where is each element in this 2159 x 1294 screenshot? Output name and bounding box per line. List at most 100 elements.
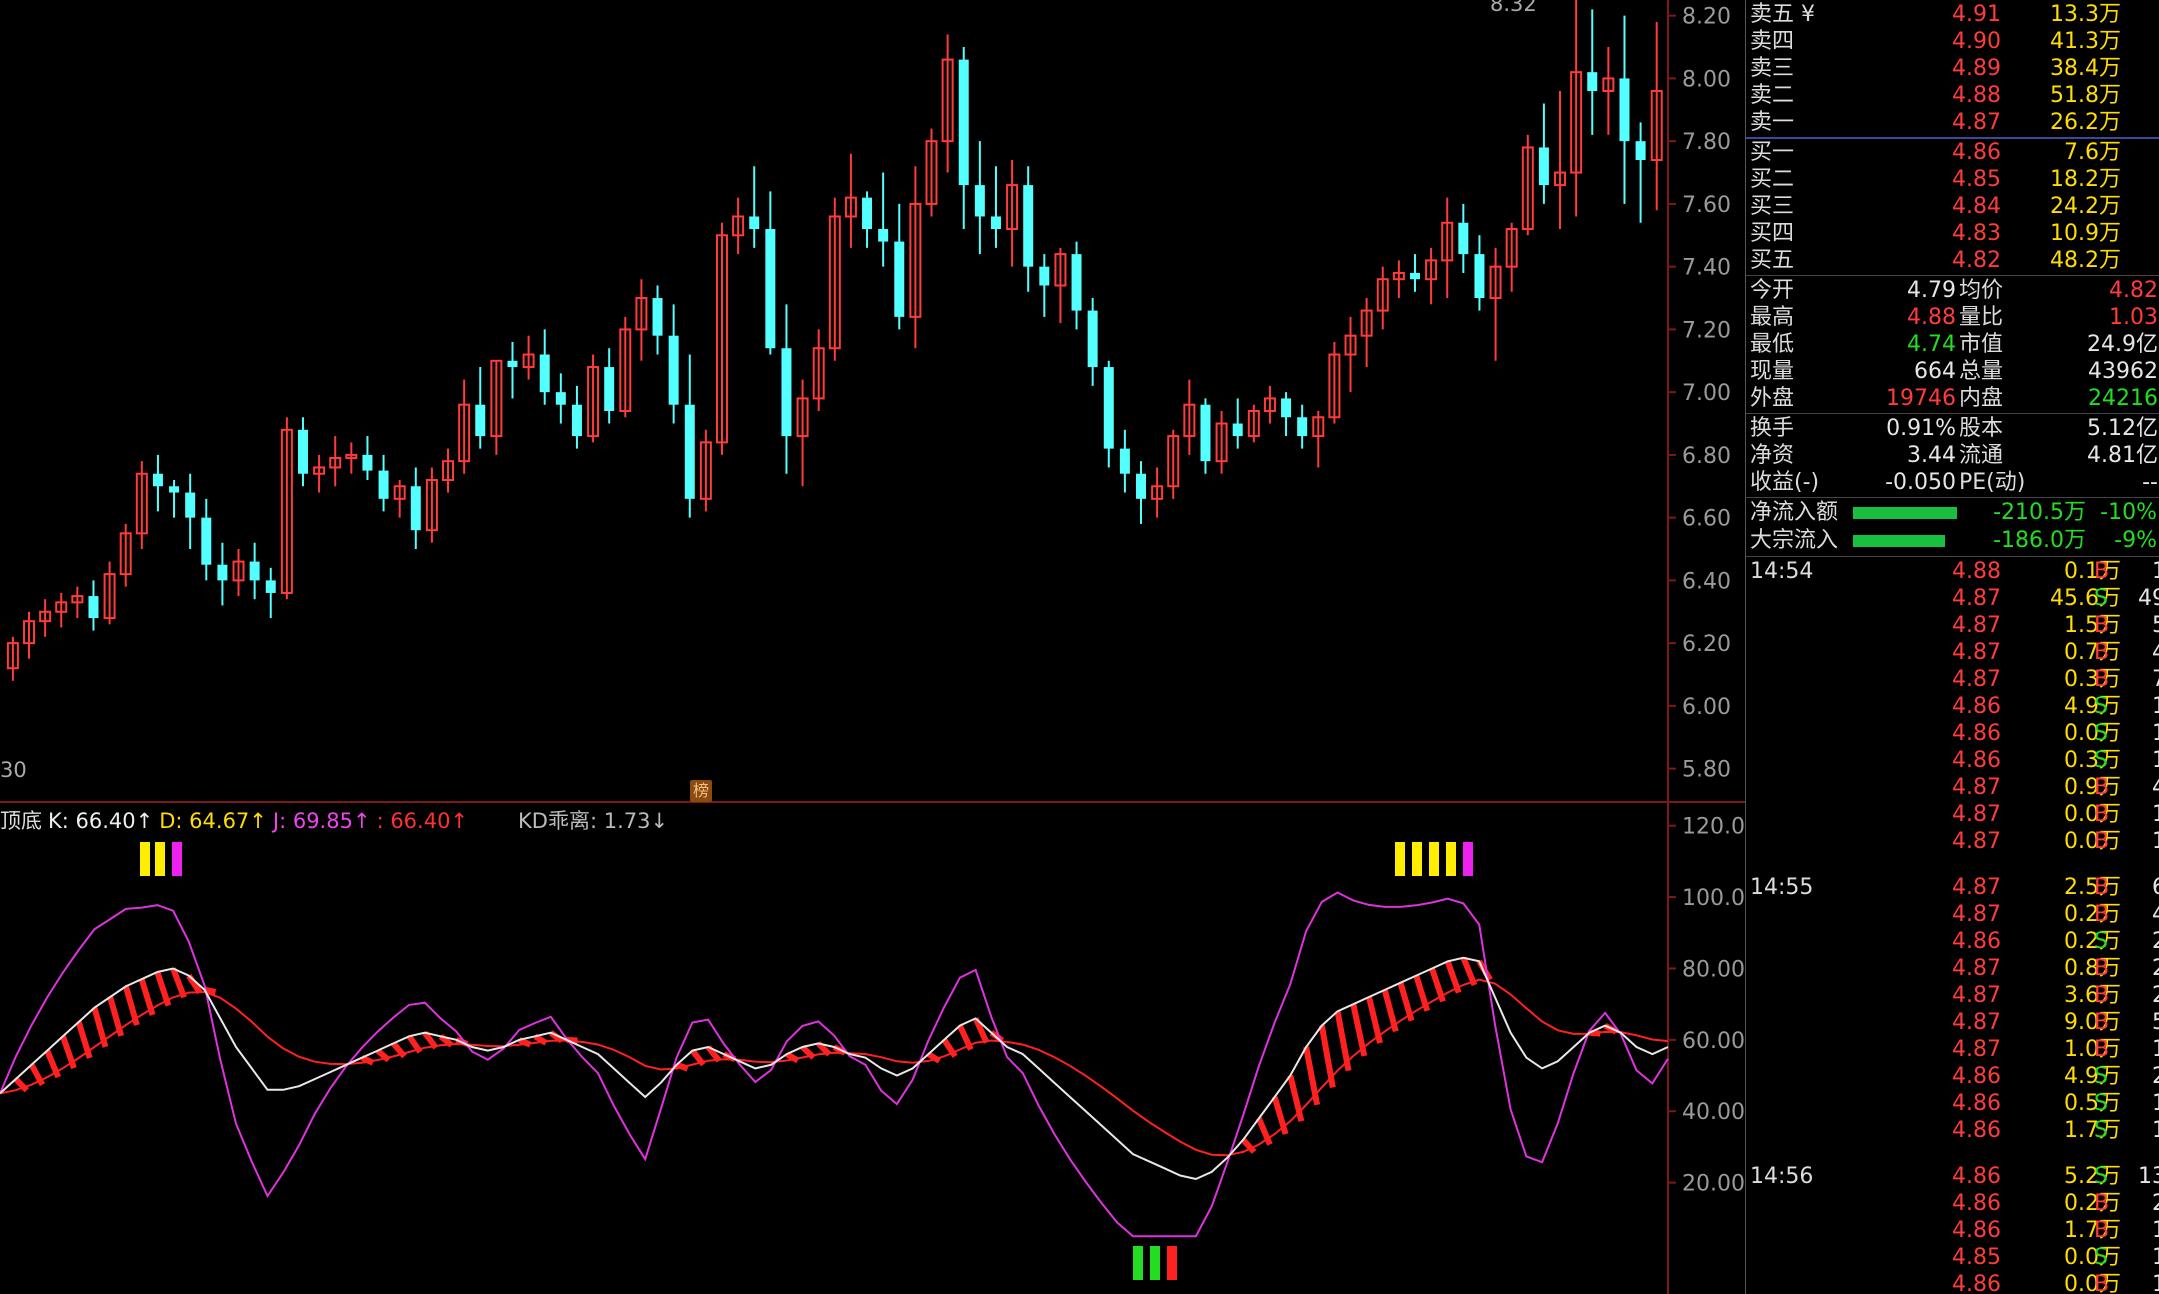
stat-row[interactable]: 最高 4.88 量比 1.03 — [1746, 304, 2159, 331]
kd-bar — [60, 1035, 77, 1070]
tick-row[interactable]: 4.87 0.8万B2 — [1746, 955, 2159, 982]
candle-up — [23, 620, 36, 645]
price-axis-label: 6.00 — [1682, 695, 1731, 720]
tick-side: S — [2094, 586, 2108, 611]
bid-volume: 7.6万 — [2064, 140, 2121, 165]
tick-row[interactable]: 4.87 0.3万B7 — [1746, 666, 2159, 693]
candle-up — [490, 359, 503, 438]
stat-row[interactable]: 收益(-) -0.050 PE(动) -- — [1746, 469, 2159, 496]
candle-up — [1521, 146, 1534, 231]
stat-value: 5.12亿 — [2087, 416, 2158, 441]
signal-marker-bottom — [1133, 1246, 1143, 1280]
flow-percent: -10% — [2100, 500, 2157, 525]
chart-area[interactable]: 8.20 8.00 7.80 7.60 7.40 7.20 7.00 6.80 6.60 6.40… — [0, 0, 1745, 1294]
cell: 买二 — [1750, 167, 1795, 192]
stat-label: 流通 — [1959, 443, 2004, 468]
tick-row[interactable]: 14:56 4.86 5.2万S 13 — [1746, 1163, 2159, 1190]
tick-count: 4 — [2106, 639, 2159, 666]
bid-row[interactable]: 买一 4.86 7.6万 — [1746, 139, 2159, 166]
stat-row[interactable]: 现量 664 总量 43962 — [1746, 358, 2159, 385]
candle-up — [522, 353, 535, 369]
kd-bar — [422, 1030, 439, 1050]
stat-row[interactable]: 换手 0.91% 股本 5.12亿 — [1746, 415, 2159, 442]
stat-row[interactable]: 净资 3.44 流通 4.81亿 — [1746, 442, 2159, 469]
tick-side: S — [2094, 1245, 2108, 1270]
candle-down — [1200, 404, 1211, 462]
candle-up — [828, 215, 841, 350]
kd-bar — [926, 1051, 942, 1064]
tick-row[interactable]: 4.86 0.2万S2 — [1746, 928, 2159, 955]
candle-up — [909, 202, 922, 318]
bid-row[interactable]: 买二 4.85 18.2万 — [1746, 166, 2159, 193]
tick-row[interactable]: 4.86 0.5万S1 — [1746, 1090, 2159, 1117]
bang-badge[interactable]: 榜 — [690, 780, 712, 802]
bid-row[interactable]: 买四 4.83 10.9万 — [1746, 220, 2159, 247]
indicator-extra: : 66.40↑ — [376, 809, 469, 833]
stock-chart[interactable]: 8.20 8.00 7.80 7.60 7.40 7.20 7.00 6.80 6.60 6.40… — [0, 0, 1745, 1294]
tick-row[interactable]: 4.87 3.6万B2 — [1746, 982, 2159, 1009]
tick-volume: 9.0万 — [2064, 1010, 2121, 1035]
candle-up — [941, 58, 954, 143]
bid-volume: 10.9万 — [2050, 221, 2121, 246]
stat-value: 19746 — [1886, 386, 1956, 411]
kd-bar — [1256, 1117, 1273, 1146]
kd-bar — [13, 1076, 29, 1093]
ask-row[interactable]: 卖二 4.88 51.8万 — [1746, 82, 2159, 109]
candle-up — [119, 532, 132, 576]
stat-row[interactable]: 外盘 19746 内盘 24216 — [1746, 385, 2159, 412]
ask-volume: 38.4万 — [2050, 56, 2121, 81]
tick-row[interactable]: 4.87 45.6万S 49 — [1746, 585, 2159, 612]
candle-down — [249, 561, 260, 581]
stat-row[interactable]: 今开 4.79 均价 4.82 — [1746, 277, 2159, 304]
tick-row[interactable]: 4.87 1.5万B5 — [1746, 612, 2159, 639]
ask-volume: 26.2万 — [2050, 110, 2121, 135]
tick-row[interactable]: 4.86 4.9万S2 — [1746, 1063, 2159, 1090]
candle-down — [1619, 78, 1630, 142]
tick-row[interactable]: 4.86 0.3万S1 — [1746, 747, 2159, 774]
tick-row[interactable]: 4.86 0.2万B2 — [1746, 1190, 2159, 1217]
ask-row[interactable]: 卖五 ¥ 4.91 13.3万 — [1746, 1, 2159, 28]
candle-down — [1232, 423, 1243, 437]
candle-down — [571, 404, 582, 437]
tick-side: B — [2094, 559, 2110, 584]
candle-down — [265, 580, 276, 593]
flow-row[interactable]: 大宗流入 -186.0万 -9% — [1746, 527, 2159, 554]
tick-side: B — [2094, 775, 2110, 800]
tick-row[interactable]: 4.87 9.0万B5 — [1746, 1009, 2159, 1036]
stat-value: 3.44 — [1907, 443, 1956, 468]
candle-up — [6, 642, 19, 670]
candle-down — [362, 454, 373, 471]
price-axis-label: 5.80 — [1682, 758, 1731, 783]
tick-row[interactable]: 4.86 0.0万S1 — [1746, 720, 2159, 747]
bid-price: 4.83 — [1952, 221, 2001, 246]
tick-row[interactable]: 14:55 4.87 2.5万B6 — [1746, 874, 2159, 901]
ask-row[interactable]: 卖四 4.90 41.3万 — [1746, 28, 2159, 55]
cell: 买一 — [1750, 140, 1795, 165]
tick-price: 4.85 — [1952, 1245, 2001, 1270]
bid-row[interactable]: 买三 4.84 24.2万 — [1746, 193, 2159, 220]
tick-row[interactable]: 4.86 4.9万S1 — [1746, 693, 2159, 720]
bid-row[interactable]: 买五 4.82 48.2万 — [1746, 247, 2159, 274]
top-price-label: 8.32 — [1490, 0, 1537, 16]
candle-down — [201, 517, 212, 565]
tick-row[interactable]: 14:54 4.88 0.1万B1 — [1746, 558, 2159, 585]
ask-row[interactable]: 卖三 4.89 38.4万 — [1746, 55, 2159, 82]
tick-row[interactable]: 4.86 1.7万B1 — [1746, 1217, 2159, 1244]
ask-row[interactable]: 卖一 4.87 26.2万 — [1746, 109, 2159, 136]
candle-down — [152, 473, 163, 487]
stat-value: 24216 — [2088, 386, 2158, 411]
stat-row[interactable]: 最低 4.74 市值 24.9亿 — [1746, 331, 2159, 358]
tick-row[interactable]: 4.85 0.0万S1 — [1746, 1244, 2159, 1271]
signal-marker-top — [1395, 842, 1405, 876]
flow-row[interactable]: 净流入额 -210.5万 -10% — [1746, 499, 2159, 526]
candle-down — [1136, 473, 1147, 499]
candle-down — [1039, 266, 1050, 286]
